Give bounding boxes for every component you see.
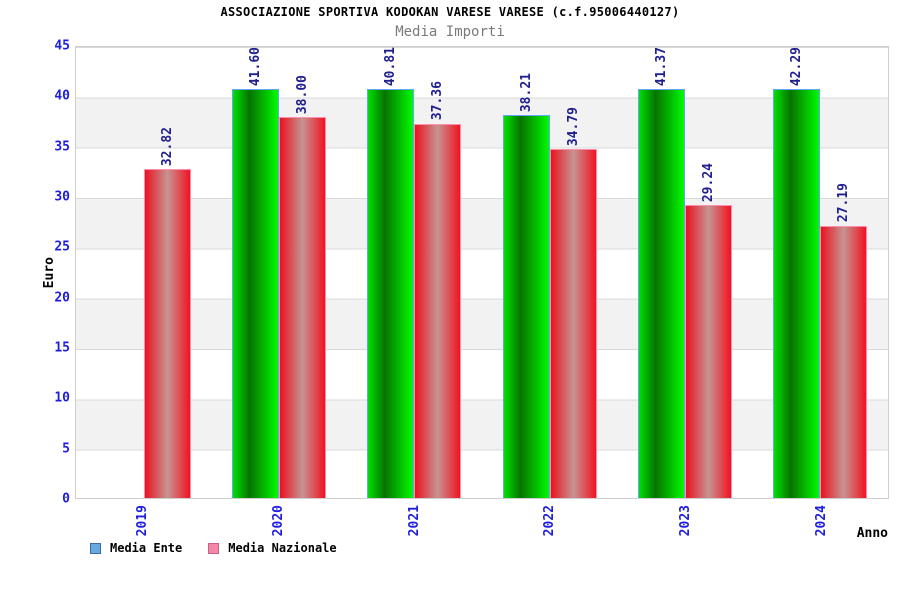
bar-slot: 41.37 — [637, 47, 685, 498]
bar-value-label: 29.24 — [700, 162, 716, 202]
bar-slot — [97, 47, 144, 498]
bar-media-ente — [773, 89, 821, 498]
bar-value-label: 27.19 — [836, 183, 852, 223]
bar-media-ente — [231, 89, 279, 498]
bar-media-nazionale — [549, 149, 597, 498]
bar-groups: 32.82 41.60 38.00 40.81 37.36 38.21 34.79 41.37… — [76, 47, 888, 498]
chart-subtitle: Media Importi — [395, 24, 505, 40]
y-tick-label: 10 — [54, 390, 70, 406]
bar-value-label: 40.81 — [383, 47, 399, 87]
legend-swatch-media-nazionale — [208, 542, 220, 554]
y-tick-label: 25 — [54, 239, 70, 255]
bar-slot: 42.29 — [773, 47, 821, 498]
bar-group-2023: 41.37 29.24 — [617, 47, 752, 498]
bar-slot: 27.19 — [820, 47, 868, 498]
legend: Media Ente Media Nazionale — [90, 541, 337, 555]
bar-group-2019: 32.82 — [76, 47, 211, 498]
y-tick-label: 45 — [54, 38, 70, 54]
x-tick-cell: 2021 — [346, 505, 482, 547]
x-tick-label: 2022 — [542, 505, 558, 537]
bar-value-label: 34.79 — [565, 107, 581, 147]
bar-slot: 41.60 — [231, 47, 279, 498]
bar-slot: 37.36 — [414, 47, 462, 498]
y-tick-label: 40 — [54, 88, 70, 104]
y-tick-label: 15 — [54, 340, 70, 356]
bar-media-ente — [367, 89, 415, 498]
y-tick-label: 5 — [62, 441, 70, 457]
bar-slot: 38.00 — [278, 47, 326, 498]
x-tick-cell: 2023 — [618, 505, 754, 547]
plot-area: 32.82 41.60 38.00 40.81 37.36 38.21 34.79 41.37… — [75, 46, 889, 499]
y-tick-label: 30 — [54, 189, 70, 205]
y-tick-label: 20 — [54, 290, 70, 306]
bar-media-nazionale — [820, 225, 868, 498]
chart-title: ASSOCIAZIONE SPORTIVA KODOKAN VARESE VAR… — [220, 5, 680, 19]
legend-swatch-media-ente — [90, 542, 101, 554]
bar-group-2021: 40.81 37.36 — [347, 47, 482, 498]
bar-slot: 32.82 — [143, 47, 191, 498]
bar-value-label: 41.60 — [247, 47, 263, 87]
bar-media-nazionale — [278, 117, 326, 498]
legend-label-media-nazionale: Media Nazionale — [228, 541, 337, 555]
bar-media-nazionale — [414, 123, 462, 498]
x-tick-label: 2020 — [271, 505, 286, 537]
y-tick-label: 0 — [62, 491, 70, 507]
bar-value-label: 37.36 — [430, 81, 446, 121]
bar-value-label: 42.29 — [789, 47, 805, 87]
bar-value-label: 32.82 — [159, 126, 175, 167]
x-axis-title: Anno — [856, 526, 888, 541]
bar-media-ente — [637, 89, 685, 498]
legend-label-media-ente: Media Ente — [110, 541, 183, 555]
y-axis: 0 5 10 15 20 25 30 35 40 45 — [0, 40, 70, 506]
bar-slot: 34.79 — [549, 47, 597, 498]
bar-value-label: 41.37 — [653, 47, 669, 87]
legend-item-media-nazionale: Media Nazionale — [208, 541, 337, 555]
x-axis-title-wrap: Anno — [857, 527, 888, 540]
bar-media-nazionale — [684, 204, 732, 498]
bar-slot: 38.21 — [502, 47, 550, 498]
y-tick-label: 35 — [54, 139, 70, 155]
bar-media-nazionale — [143, 169, 191, 498]
bar-group-2022: 38.21 34.79 — [482, 47, 617, 498]
x-tick-cell: 2022 — [482, 505, 618, 547]
x-tick-label: 2021 — [406, 505, 422, 537]
bar-slot: 29.24 — [684, 47, 732, 498]
x-tick-label: 2019 — [135, 505, 151, 537]
bar-value-label: 38.21 — [518, 72, 534, 113]
bar-media-ente — [502, 115, 550, 498]
bar-group-2020: 41.60 38.00 — [211, 47, 346, 498]
bar-value-label: 38.00 — [294, 75, 310, 115]
bar-group-2024: 42.29 27.19 — [753, 47, 888, 498]
bar-slot: 40.81 — [367, 47, 415, 498]
x-tick-label: 2024 — [813, 505, 829, 537]
x-tick-label: 2023 — [678, 505, 694, 537]
legend-item-media-ente: Media Ente — [90, 541, 182, 555]
